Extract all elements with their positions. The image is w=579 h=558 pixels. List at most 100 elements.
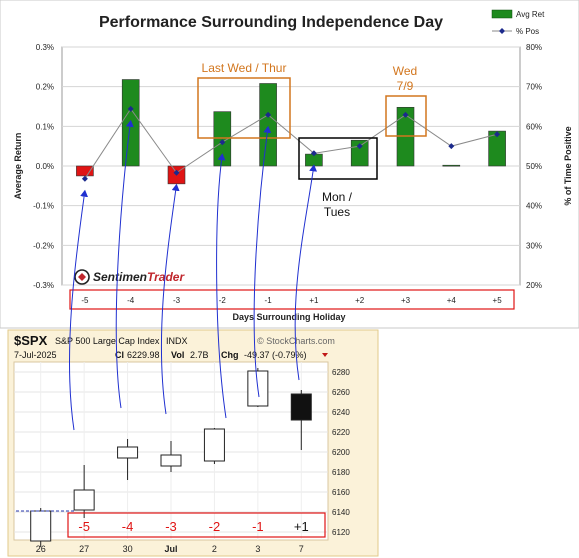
top-y-tick-label-right: 80% [526,43,542,52]
bottom-y-ticks: 6280 6260 6240 6220 6200 6180 6160 6140 6120 [332,368,350,537]
wed-7-9-box [385,95,427,137]
pct-pos-marker [81,175,88,182]
chart-date: 7-Jul-2025 [14,350,57,360]
top-x-tick-label: -1 [265,296,273,305]
wed-label: Wed [393,64,417,78]
top-x-tick-label: +4 [447,296,457,305]
pct-pos-marker [494,131,501,138]
avg-ret-bar [76,165,94,177]
bottom-y-tick-label: 6140 [332,508,350,517]
last-wed-thur-box [197,77,291,139]
top-y-axis-label-right: % of Time Positive [563,126,573,205]
avg-ret-bar [488,130,506,167]
bottom-x-tick-label: 2 [212,544,217,554]
bottom-x-tick-label: 3 [255,544,260,554]
volume-label: Vol [171,350,184,360]
close-value: 6229.98 [127,350,160,360]
candle-body [290,393,312,421]
day-offset-labels: -5 -4 -3 -2 -1 +1 [78,519,308,534]
mon-tues-box [298,137,378,180]
day-offset-label: -5 [78,519,90,534]
avg-ret-bar [259,83,277,167]
candlesticks [16,368,312,547]
last-wed-thur-label: Last Wed / Thur [202,61,287,75]
bottom-y-tick-label: 6240 [332,408,350,417]
bottom-x-tick-label: 27 [79,544,89,554]
bottom-x-tick-label: 26 [36,544,46,554]
avg-ret-bar [442,164,461,167]
legend-avg-ret-label: Avg Ret [516,10,545,19]
candle-body [117,446,139,459]
pct-pos-line [84,107,498,179]
top-y-axis-label: Average Return [13,133,23,200]
sentimentrader-logo: SentimenTrader [74,269,185,285]
top-y-tick-label-right: 70% [526,83,542,92]
top-x-tick-labels: -5 -4 -3 -2 -1 +1 +2 +3 +4 +5 [81,296,502,305]
day-offset-label: -4 [122,519,134,534]
index-exchange: INDX [166,336,188,346]
top-y-ticks-left: 0.3% 0.2% 0.1% 0.0% -0.1% -0.2% -0.3% [33,43,54,290]
pct-pos-marker [127,105,134,112]
top-x-tick-label: +3 [401,296,411,305]
bottom-x-tick-label: 7 [299,544,304,554]
candle-body [73,489,95,511]
pct-pos-marker [402,111,409,118]
top-y-tick-label: 0.1% [36,122,54,131]
day-offset-label: +1 [294,519,309,534]
top-x-tick-label: +2 [355,296,365,305]
top-y-tick-label-right: 40% [526,202,542,211]
pct-pos-line-series [81,105,501,182]
pct-pos-marker [310,150,317,157]
legend-pct-pos-label: % Pos [516,27,539,36]
tues-label: Tues [324,205,350,219]
top-y-tick-label: 0.0% [36,162,54,171]
bottom-y-tick-label: 6200 [332,448,350,457]
top-y-tick-label-right: 30% [526,241,542,250]
pct-pos-marker [265,111,272,118]
pct-pos-marker [448,143,455,150]
top-x-tick-label: -2 [219,296,227,305]
top-y-ticks-right: 80% 70% 60% 50% 40% 30% 20% [526,43,542,290]
top-y-tick-label-right: 20% [526,281,542,290]
top-y-tick-label: -0.1% [33,202,54,211]
top-y-tick-label-right: 50% [526,162,542,171]
legend-avg-ret-swatch [491,9,513,19]
close-label: Cl [115,350,124,360]
bottom-x-tick-labels: 26 27 30 Jul 2 3 7 [36,544,304,554]
mon-label: Mon / [322,190,353,204]
top-chart-title: Performance Surrounding Independence Day [99,14,443,31]
avg-ret-bar [213,111,232,167]
bottom-y-tick-label: 6260 [332,388,350,397]
connector-arrow [115,119,134,409]
day-offset-box [67,512,326,538]
candle-body [160,454,182,467]
day-offset-label: -2 [209,519,221,534]
bottom-y-tick-label: 6120 [332,528,350,537]
connector-arrows [69,119,318,431]
connector-arrow [216,153,227,419]
connector-arrow [294,164,318,381]
change-label: Chg [221,350,239,360]
legend-pct-pos-marker [499,28,505,34]
x-category-highlight-box [69,289,515,310]
top-x-tick-label: +5 [493,296,503,305]
connector-arrow [69,189,89,431]
logo-text: SentimenTrader [93,270,185,284]
pct-pos-marker [173,169,180,176]
change-down-icon [322,353,328,357]
candle-body [30,510,52,542]
index-name: S&P 500 Large Cap Index [55,336,160,346]
bottom-y-tick-label: 6220 [332,428,350,437]
connector-arrow [160,183,180,415]
top-x-tick-label: -5 [81,296,89,305]
candle-body [203,428,225,462]
bottom-y-tick-label: 6280 [332,368,350,377]
top-x-tick-label: -3 [173,296,181,305]
day-offset-label: -1 [252,519,264,534]
date-7-9-label: 7/9 [397,79,414,93]
top-x-tick-label: +1 [309,296,319,305]
connector-arrow [253,125,272,398]
top-chart-legend: Avg Ret % Pos [491,9,545,36]
bottom-y-tick-label: 6160 [332,488,350,497]
